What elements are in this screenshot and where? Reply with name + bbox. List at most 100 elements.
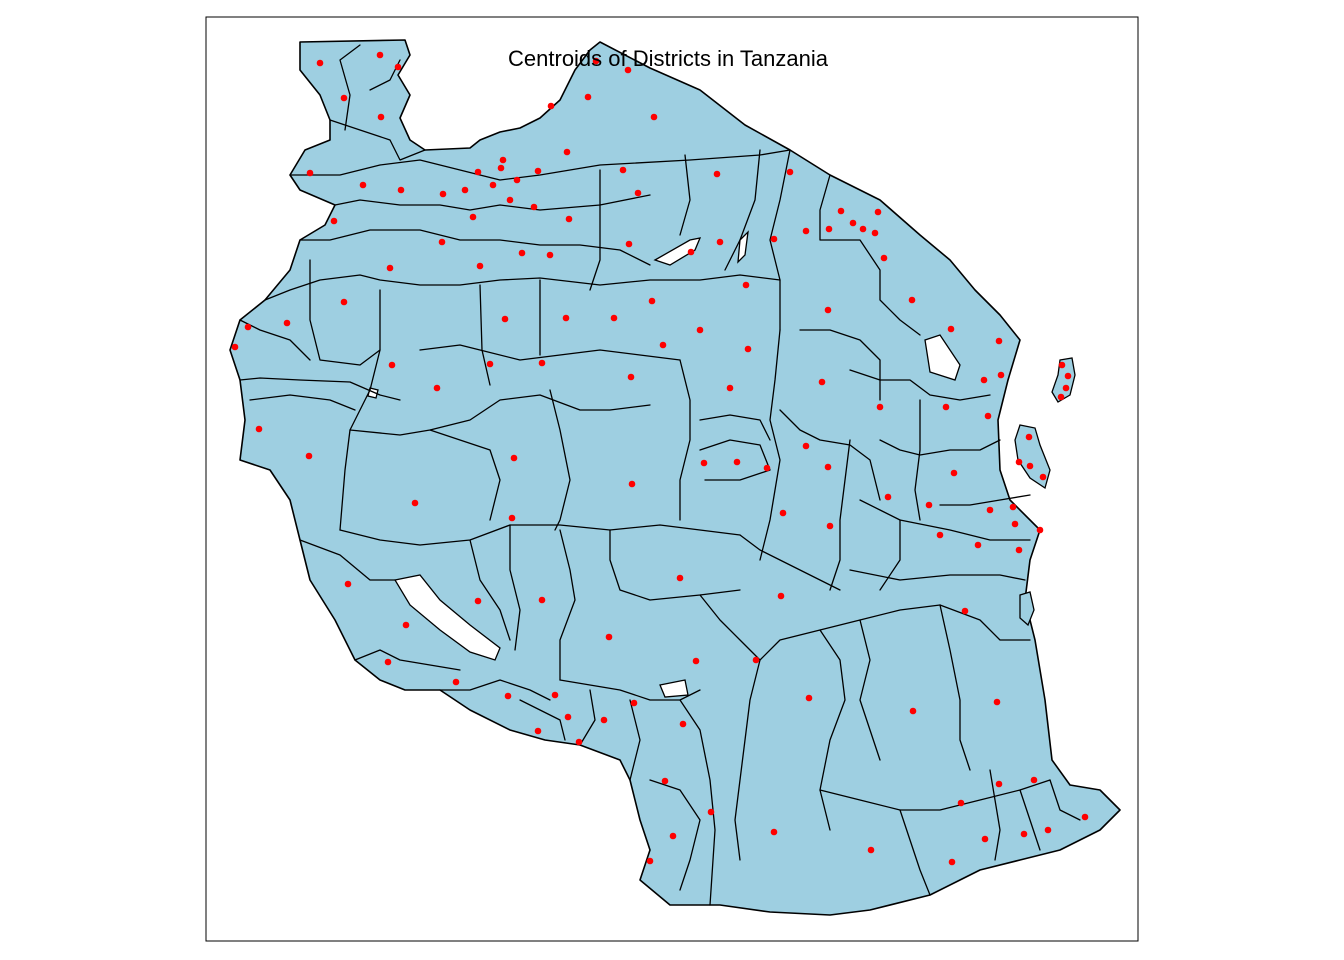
district-centroid-point (1062, 384, 1070, 392)
district-centroid-point (305, 452, 313, 460)
district-centroid-point (534, 167, 542, 175)
district-centroid-point (619, 166, 627, 174)
district-centroid-point (376, 51, 384, 59)
district-centroid-point (880, 254, 888, 262)
district-centroid-point (634, 189, 642, 197)
district-centroid-point (650, 113, 658, 121)
district-centroid-point (627, 373, 635, 381)
district-centroid-point (628, 480, 636, 488)
district-centroid-point (547, 102, 555, 110)
district-centroid-point (696, 326, 704, 334)
district-centroid-point (605, 633, 613, 641)
district-centroid-point (733, 458, 741, 466)
district-centroid-point (669, 832, 677, 840)
nyumba-ya-mungu (924, 334, 961, 381)
district-centroid-point (1081, 813, 1089, 821)
district-centroid-point (330, 217, 338, 225)
district-centroid-point (752, 656, 760, 664)
district-centroid-point (1036, 526, 1044, 534)
district-centroid-point (995, 780, 1003, 788)
district-centroid-point (397, 186, 405, 194)
district-centroid-point (452, 678, 460, 686)
district-centroid-point (786, 168, 794, 176)
district-centroid-point (486, 360, 494, 368)
district-centroid-point (908, 296, 916, 304)
district-centroid-point (394, 63, 402, 71)
district-centroid-point (716, 238, 724, 246)
district-centroid-point (504, 692, 512, 700)
district-centroid-point (726, 384, 734, 392)
district-centroid-point (942, 403, 950, 411)
district-centroid-point (439, 190, 447, 198)
district-centroid-point (438, 238, 446, 246)
district-centroid-point (564, 713, 572, 721)
mtera-lake (659, 679, 689, 698)
district-centroid-point (849, 219, 857, 227)
district-centroid-point (1057, 393, 1065, 401)
district-centroid-point (661, 777, 669, 785)
district-centroid-point (1026, 462, 1034, 470)
district-centroid-point (489, 181, 497, 189)
district-centroid-point (779, 509, 787, 517)
district-centroid-point (980, 376, 988, 384)
district-centroid-point (610, 314, 618, 322)
district-centroid-point (770, 828, 778, 836)
district-centroid-point (231, 343, 239, 351)
district-centroid-point (386, 264, 394, 272)
district-centroid-point (818, 378, 826, 386)
district-centroid-point (1044, 826, 1052, 834)
district-centroid-point (1025, 433, 1033, 441)
district-centroid-point (306, 169, 314, 177)
district-centroid-point (359, 181, 367, 189)
district-centroid-point (659, 341, 667, 349)
district-centroid-point (805, 694, 813, 702)
district-centroid-point (679, 720, 687, 728)
district-centroid-point (687, 248, 695, 256)
district-centroid-point (1011, 520, 1019, 528)
tanzania-outline (229, 39, 1121, 916)
district-centroid-point (476, 262, 484, 270)
district-centroid-point (565, 215, 573, 223)
district-centroid-point (707, 808, 715, 816)
district-centroid-point (340, 298, 348, 306)
district-centroid-point (513, 176, 521, 184)
district-centroid-point (411, 499, 419, 507)
district-centroid-point (700, 459, 708, 467)
district-centroid-point (676, 574, 684, 582)
district-centroid-point (530, 203, 538, 211)
district-centroid-point (981, 835, 989, 843)
district-centroid-point (461, 186, 469, 194)
district-centroid-point (340, 94, 348, 102)
district-centroid-point (974, 541, 982, 549)
district-centroid-point (692, 657, 700, 665)
district-centroid-point (950, 469, 958, 477)
district-centroid-point (646, 857, 654, 865)
district-centroid-point (824, 306, 832, 314)
district-centroid-point (244, 323, 252, 331)
district-centroid-point (538, 359, 546, 367)
district-centroid-point (384, 658, 392, 666)
district-centroid-point (763, 464, 771, 472)
district-centroid-point (744, 345, 752, 353)
district-centroid-point (742, 281, 750, 289)
unguja-island (1014, 424, 1051, 490)
district-centroid-point (1064, 372, 1072, 380)
mafia-island (1019, 591, 1035, 627)
district-centroid-point (592, 57, 600, 65)
district-centroid-point (501, 315, 509, 323)
district-centroid-point (534, 727, 542, 735)
district-centroid-point (1039, 473, 1047, 481)
district-centroid-point (961, 607, 969, 615)
district-centroid-point (713, 170, 721, 178)
district-centroid-point (563, 148, 571, 156)
district-centroid-point (575, 738, 583, 746)
district-centroid-point (986, 506, 994, 514)
district-centroid-point (995, 337, 1003, 345)
district-centroid-point (510, 454, 518, 462)
district-centroid-point (802, 227, 810, 235)
district-centroid-point (1030, 776, 1038, 784)
lake-rukwa (393, 574, 501, 661)
district-centroid-point (402, 621, 410, 629)
district-centroid-point (874, 208, 882, 216)
district-centroid-point (388, 361, 396, 369)
